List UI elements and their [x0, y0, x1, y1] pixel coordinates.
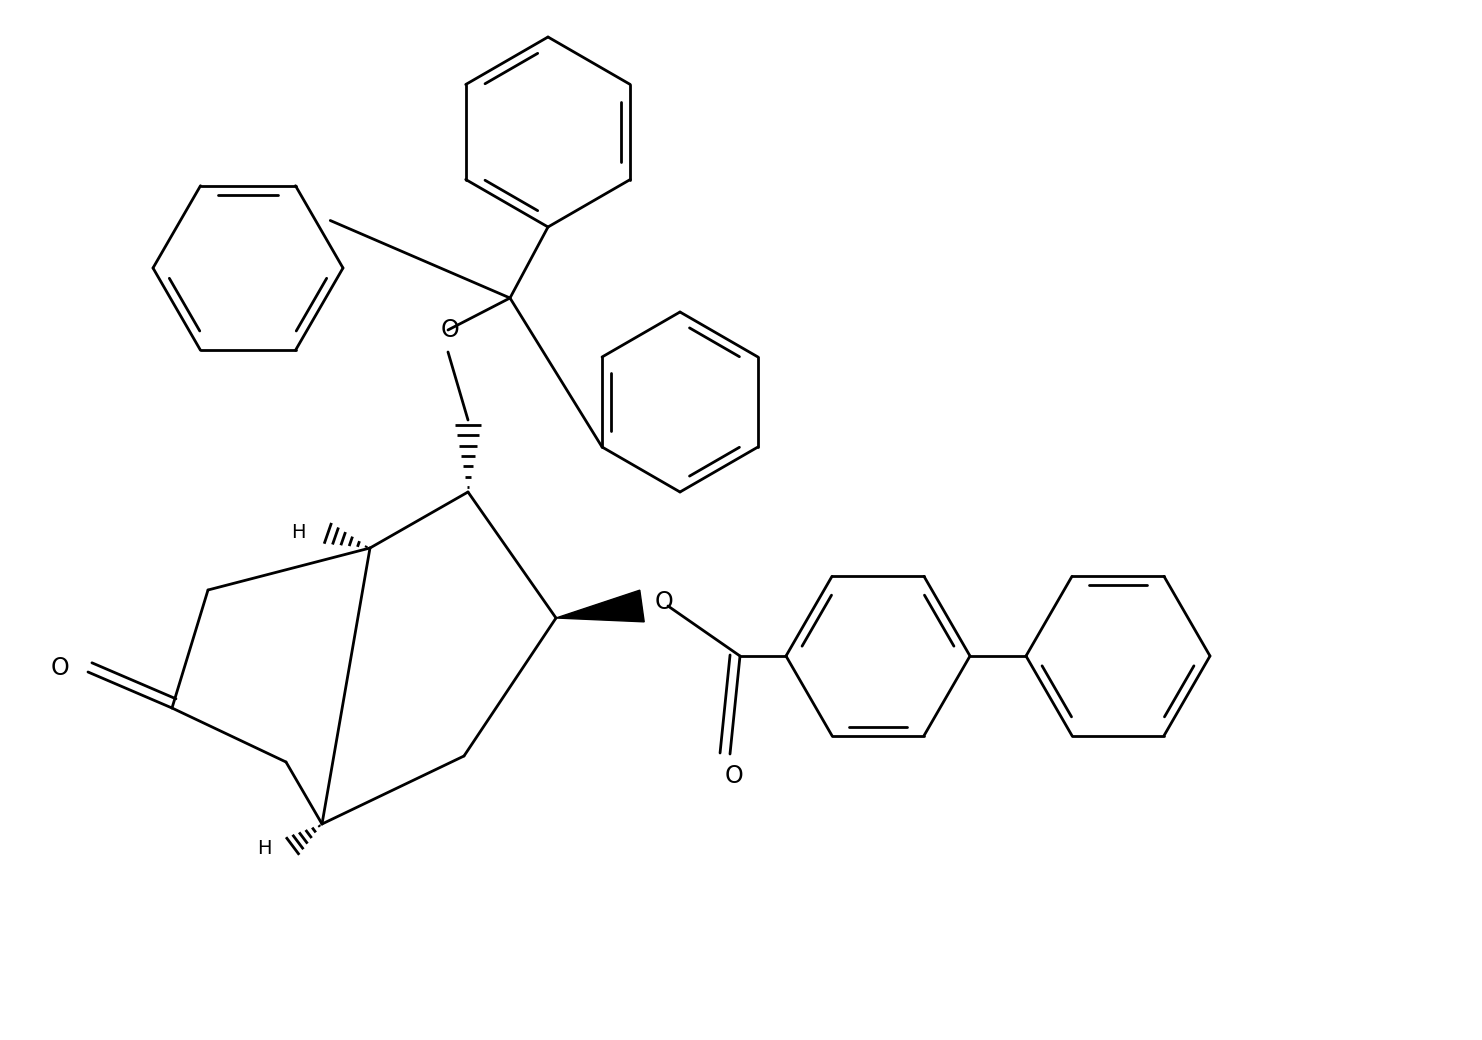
Text: H: H [290, 522, 305, 542]
Text: O: O [725, 764, 744, 788]
Text: O: O [655, 590, 673, 614]
Text: O: O [50, 656, 70, 680]
Text: H: H [256, 838, 271, 858]
Polygon shape [556, 590, 645, 622]
Text: O: O [440, 318, 459, 342]
